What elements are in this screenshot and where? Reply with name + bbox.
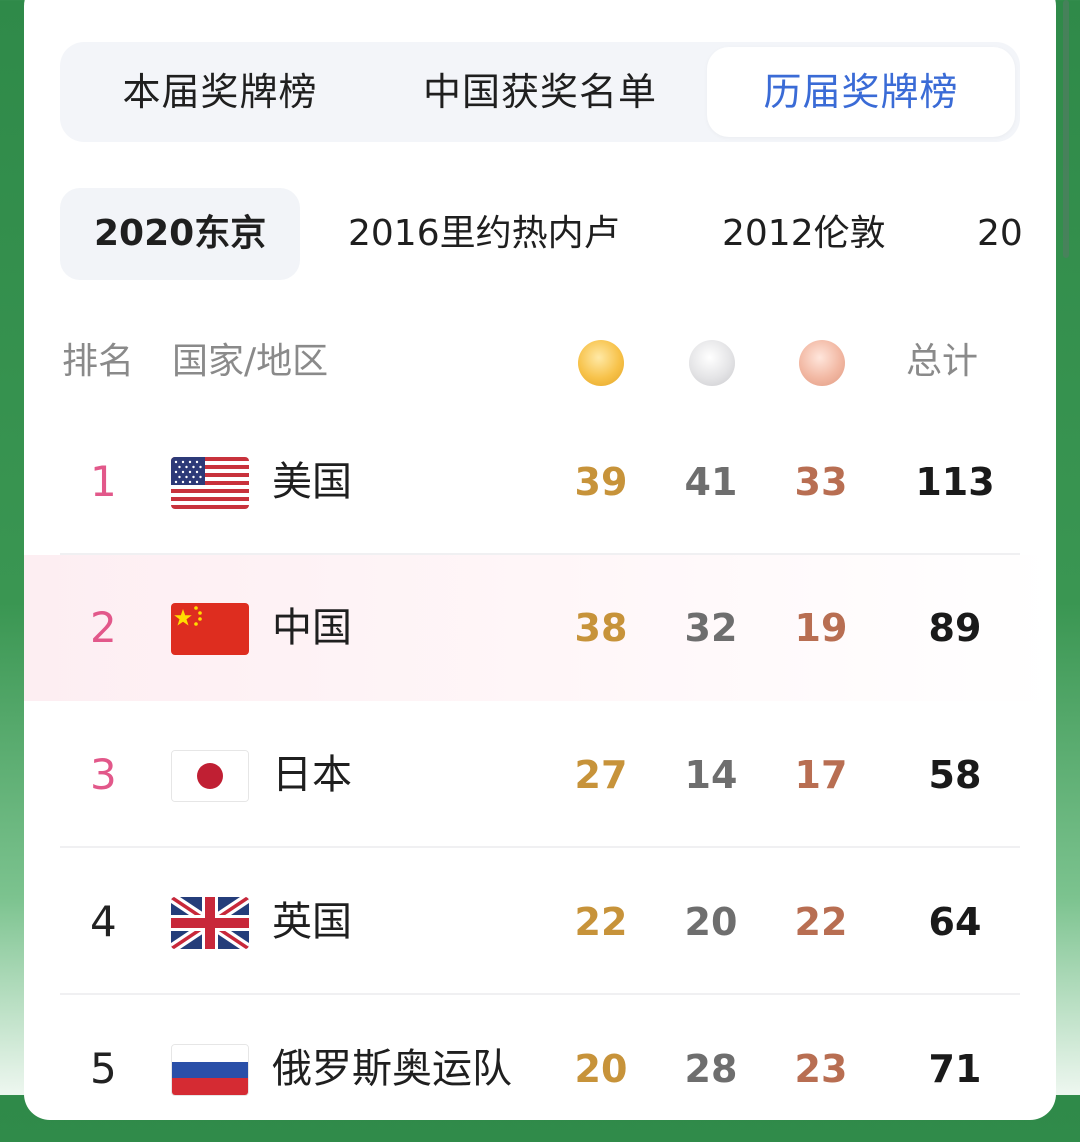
tab-bar: 本届奖牌榜 中国获奖名单 历届奖牌榜 <box>60 42 1020 142</box>
divider <box>60 993 1020 995</box>
country-name: 中国 <box>272 605 352 651</box>
header-total: 总计 <box>906 341 979 382</box>
header-country: 国家/地区 <box>172 341 329 382</box>
rank: 4 <box>90 897 117 946</box>
table-row[interactable]: 1 美国 39 41 33 113 <box>24 409 1056 555</box>
gold-count: 20 <box>574 1047 628 1091</box>
gold-count: 22 <box>574 900 628 944</box>
total-count: 58 <box>928 753 982 797</box>
tab-china-winners[interactable]: 中国获奖名单 <box>422 70 657 114</box>
table-row-highlighted[interactable]: 2 中国 38 32 19 89 <box>24 555 1056 701</box>
year-chip-more[interactable]: 20 <box>977 213 1023 254</box>
divider <box>60 846 1020 848</box>
tab-historical-medal-table[interactable]: 历届奖牌榜 <box>707 47 1015 137</box>
silver-count: 28 <box>684 1047 738 1091</box>
rank: 3 <box>90 750 117 799</box>
usa-flag-icon <box>171 457 249 509</box>
bronze-medal-icon <box>799 340 845 386</box>
year-chip-2020-tokyo[interactable]: 2020东京 <box>60 188 301 280</box>
silver-count: 32 <box>684 606 738 650</box>
bronze-count: 23 <box>794 1047 848 1091</box>
gold-count: 27 <box>574 753 628 797</box>
country-name: 美国 <box>272 459 352 505</box>
table-row[interactable]: 3 日本 27 14 17 58 <box>24 702 1056 848</box>
scrollbar[interactable] <box>1063 0 1069 258</box>
china-flag-icon <box>171 603 249 655</box>
bronze-count: 19 <box>794 606 848 650</box>
russia-flag-icon <box>171 1044 249 1096</box>
japan-flag-icon <box>171 750 249 802</box>
header-rank: 排名 <box>62 341 135 382</box>
rank: 5 <box>90 1044 117 1093</box>
bronze-count: 17 <box>794 753 848 797</box>
table-row[interactable]: 4 英国 22 20 22 64 <box>24 849 1056 995</box>
uk-flag-icon <box>171 897 249 949</box>
total-count: 89 <box>928 606 982 650</box>
silver-count: 20 <box>684 900 738 944</box>
rank: 1 <box>90 457 117 506</box>
year-chip-2016-rio[interactable]: 2016里约热内卢 <box>348 213 620 254</box>
bronze-count: 33 <box>794 460 848 504</box>
gold-count: 38 <box>574 606 628 650</box>
table-row[interactable]: 5 俄罗斯奥运队 20 28 23 71 <box>24 996 1056 1142</box>
total-count: 113 <box>915 460 995 504</box>
silver-count: 14 <box>684 753 738 797</box>
gold-medal-icon <box>578 340 624 386</box>
country-name: 英国 <box>272 899 352 945</box>
country-name: 俄罗斯奥运队 <box>272 1046 512 1092</box>
divider <box>60 553 1020 555</box>
total-count: 64 <box>928 900 982 944</box>
year-chip-2012-london[interactable]: 2012伦敦 <box>722 213 886 254</box>
silver-count: 41 <box>684 460 738 504</box>
country-name: 日本 <box>272 752 352 798</box>
bronze-count: 22 <box>794 900 848 944</box>
total-count: 71 <box>928 1047 982 1091</box>
gold-count: 39 <box>574 460 628 504</box>
year-selector: 2020东京 2016里约热内卢 2012伦敦 20 <box>60 188 1056 280</box>
rank: 2 <box>90 603 117 652</box>
silver-medal-icon <box>689 340 735 386</box>
tab-current-medal-table[interactable]: 本届奖牌榜 <box>122 70 318 114</box>
